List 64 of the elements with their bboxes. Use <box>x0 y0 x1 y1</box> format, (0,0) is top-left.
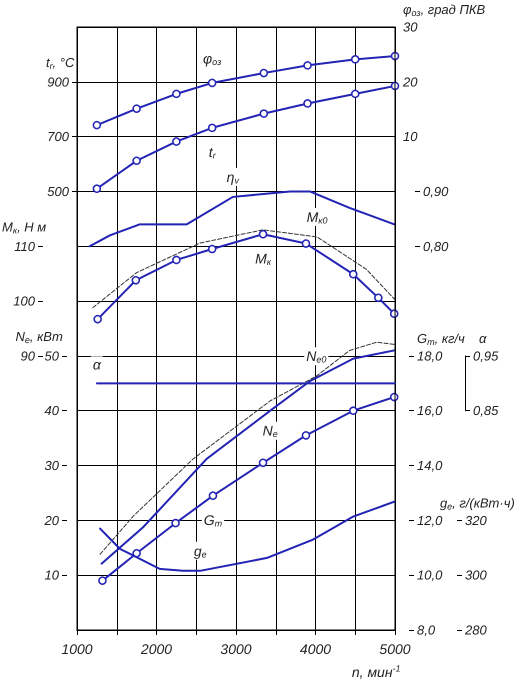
point <box>303 99 312 108</box>
y-tick-label: 90 <box>20 348 36 364</box>
y2-tick-label: 20 <box>402 74 418 90</box>
y2-tick-label: 20 <box>44 512 60 528</box>
y2-tick-label: 40 <box>44 403 60 418</box>
y2-tick-label: 30 <box>403 20 418 34</box>
y3-tick-label: 0,80 <box>423 238 450 254</box>
y3-tick-label: 18,0 <box>417 348 444 364</box>
y-tick-label: 300 <box>465 568 488 583</box>
y-tick-label: 0,85 <box>473 403 500 418</box>
y-tick-label: 100 <box>13 294 36 309</box>
point <box>172 137 181 146</box>
y-tick-label: 320 <box>465 512 488 528</box>
y2-tick-label: 10 <box>44 568 60 583</box>
point <box>258 458 268 468</box>
point <box>260 68 268 78</box>
point <box>92 120 102 130</box>
point <box>349 270 358 278</box>
point <box>172 90 181 98</box>
point <box>349 406 358 415</box>
series-label: α <box>92 356 102 372</box>
y3-tick-label: 16,0 <box>417 403 444 418</box>
point <box>132 104 141 113</box>
point <box>260 109 268 118</box>
point <box>302 431 310 440</box>
y2-tick-label: 30 <box>44 458 60 474</box>
point <box>92 184 102 193</box>
line-series <box>92 229 395 308</box>
point <box>171 518 180 528</box>
x-tick-label: 4000 <box>300 641 332 657</box>
point <box>303 61 312 70</box>
y2-tick-label: 50 <box>44 348 60 364</box>
x-tick-label: 2000 <box>140 641 172 657</box>
y-tick-label: 700 <box>47 129 70 144</box>
point <box>208 244 216 254</box>
x-tick-label: 1000 <box>61 641 93 657</box>
y-tick-label: 900 <box>47 74 70 90</box>
x-tick-label: 5000 <box>379 641 411 657</box>
point <box>351 90 360 98</box>
y3-tick-label: 0,90 <box>423 184 450 199</box>
point <box>132 276 140 285</box>
point <box>351 55 360 64</box>
y3-tick-label: 10,0 <box>417 568 444 583</box>
y3-tick-label: 12,0 <box>417 512 444 528</box>
y-tick-label: 110 <box>14 238 36 254</box>
point <box>132 156 141 166</box>
point <box>302 239 310 248</box>
x-tick-label: 3000 <box>220 641 252 657</box>
point <box>93 314 102 324</box>
y-tick-label: 500 <box>47 184 70 199</box>
y-axis-title: α <box>479 330 487 346</box>
point <box>374 294 383 302</box>
line-series <box>88 190 396 248</box>
y2-tick-label: 10 <box>403 129 418 144</box>
y3-tick-label: 8,0 <box>417 622 436 638</box>
point <box>208 491 218 500</box>
y-tick-label: 0,95 <box>473 348 500 364</box>
y-tick-label: 280 <box>464 622 488 638</box>
y3-tick-label: 14,0 <box>417 458 444 474</box>
point <box>208 78 216 88</box>
point <box>258 230 268 238</box>
point <box>98 576 107 585</box>
point <box>172 256 181 264</box>
point <box>208 124 216 132</box>
